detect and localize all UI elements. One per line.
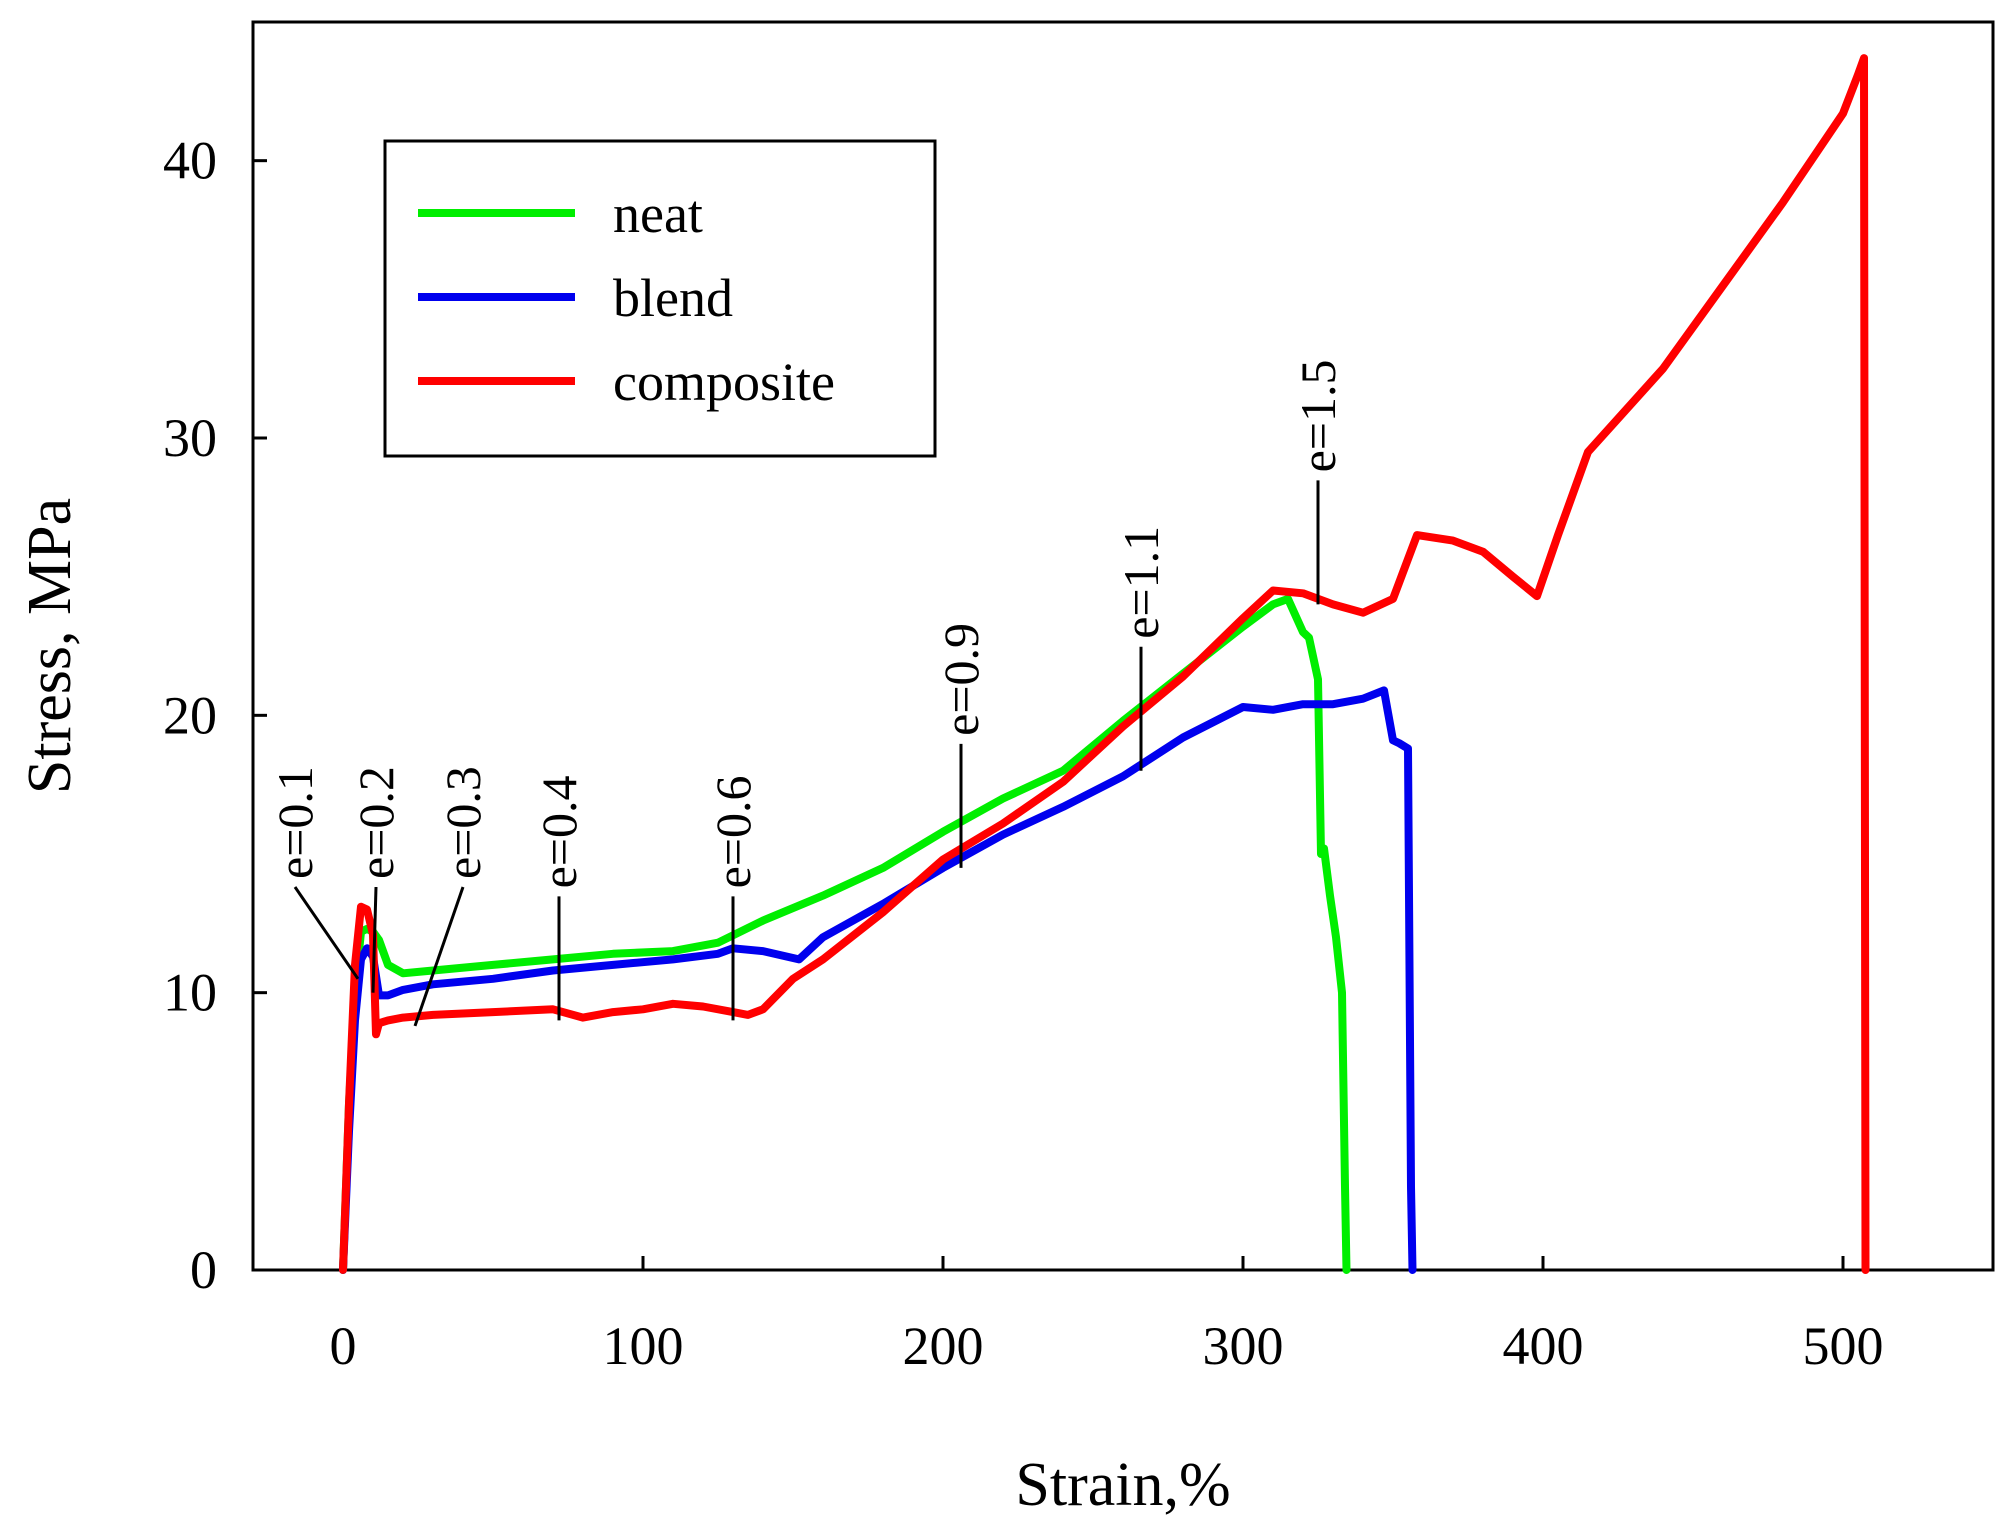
annotation-label: e=0.9	[933, 623, 989, 736]
series-line-blend	[339, 686, 1417, 1274]
y-axis-title: Stress, MPa	[16, 498, 84, 794]
annotation-label: e=0.6	[705, 776, 761, 889]
y-tick-label: 0	[190, 1240, 217, 1300]
x-tick-label: 100	[603, 1316, 684, 1376]
annotation-leader	[293, 886, 360, 980]
series-layer	[339, 54, 1870, 1274]
x-tick-label: 400	[1503, 1316, 1584, 1376]
annotation-label: e=0.4	[531, 776, 587, 889]
y-tick-label: 20	[163, 685, 217, 745]
x-tick-label: 200	[903, 1316, 984, 1376]
axis-ticks: 0 100 200 300 400 500 0 10 20 30 40	[163, 131, 1884, 1376]
annotation-layer: e=0.1 e=0.2 e=0.3 e=0.4 e=0.6 e=0.9 e=1.1 e=1.5	[267, 360, 1346, 1027]
x-tick-label: 0	[330, 1316, 357, 1376]
x-axis-title: Strain,%	[1015, 1451, 1230, 1519]
series-line-composite	[339, 54, 1870, 1274]
legend-label-neat: neat	[613, 184, 703, 244]
y-tick-label: 30	[163, 408, 217, 468]
y-tick-label: 40	[163, 131, 217, 191]
annotation-label: e=1.5	[1290, 360, 1346, 473]
x-tick-label: 500	[1803, 1316, 1884, 1376]
annotation-label: e=1.1	[1113, 526, 1169, 639]
annotation-leader	[413, 886, 465, 1027]
plot-frame	[251, 20, 1995, 1272]
x-tick-label: 300	[1203, 1316, 1284, 1376]
annotation-label: e=0.1	[267, 766, 323, 879]
legend: neat blend composite	[383, 139, 937, 458]
annotation-leader	[371, 886, 378, 993]
series-line-neat	[339, 594, 1351, 1274]
legend-label-composite: composite	[613, 352, 835, 412]
annotation-label: e=0.3	[435, 766, 491, 879]
legend-label-blend: blend	[613, 268, 733, 328]
annotation-label: e=0.2	[348, 766, 404, 879]
y-tick-label: 10	[163, 963, 217, 1023]
